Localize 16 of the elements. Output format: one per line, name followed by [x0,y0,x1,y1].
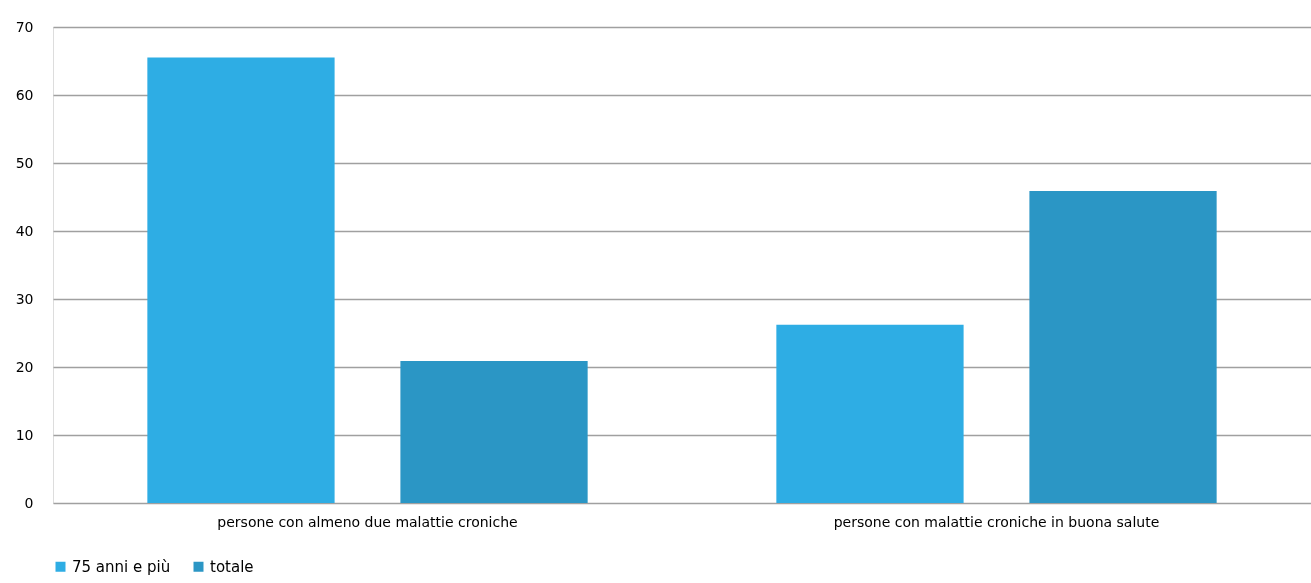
y-tick-label: 60 [15,86,34,103]
y-tick-label: 20 [15,358,34,375]
y-tick-label: 10 [15,426,34,443]
legend-label: 75 anni e più [72,557,171,576]
y-tick-label: 40 [15,222,34,239]
bar [400,360,588,503]
y-tick-label: 30 [15,290,34,307]
bar [1029,190,1217,503]
y-tick-label: 50 [15,154,34,171]
legend-label: totale [210,557,254,576]
y-tick-label: 0 [24,494,34,511]
bar [776,324,964,503]
x-tick-label: persone con almeno due malattie croniche [217,513,518,530]
x-tick-label: persone con malattie croniche in buona salute [833,513,1160,530]
y-tick-label: 70 [15,18,34,35]
bar [147,57,335,503]
